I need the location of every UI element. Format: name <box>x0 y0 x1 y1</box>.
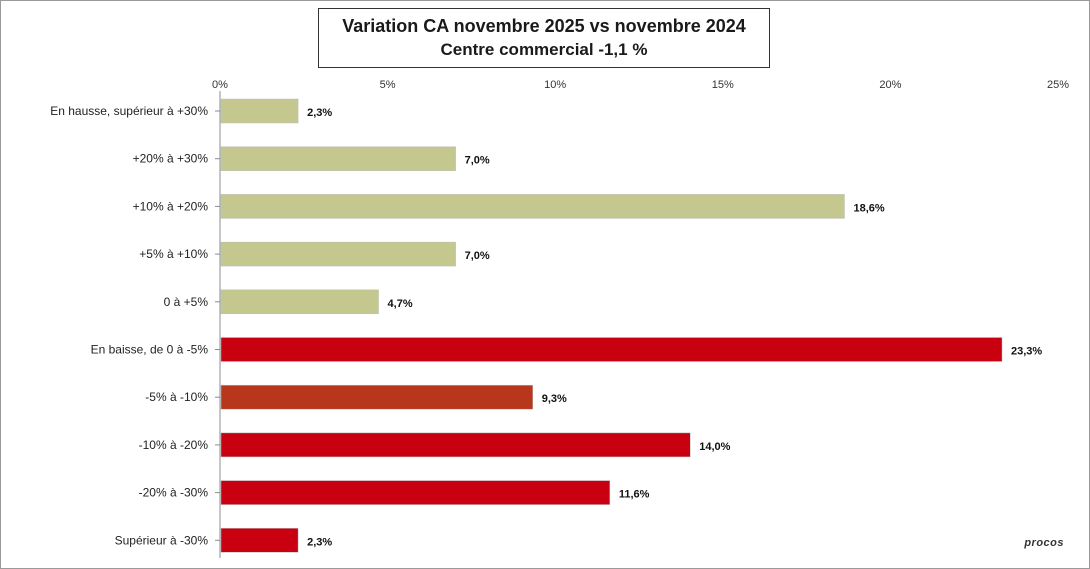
category-label: 0 à +5% <box>164 295 209 309</box>
brand-logo: procos <box>1024 537 1064 549</box>
chart-title-box: Variation CA novembre 2025 vs novembre 2… <box>318 8 770 68</box>
data-label: 23,3% <box>1011 346 1042 358</box>
data-label: 14,0% <box>699 441 730 453</box>
category-label: Supérieur à -30% <box>115 533 209 547</box>
bar <box>220 194 845 219</box>
x-tick-label: 20% <box>879 79 901 91</box>
bar <box>220 98 299 124</box>
data-label: 9,3% <box>542 393 567 405</box>
bar <box>220 289 379 315</box>
bar <box>220 337 1003 362</box>
x-tick-label: 5% <box>380 79 396 91</box>
chart-subtitle: Centre commercial -1,1 % <box>440 40 648 59</box>
x-tick-label: 25% <box>1047 79 1069 91</box>
data-label: 2,3% <box>307 536 332 548</box>
x-tick-label: 15% <box>712 79 734 91</box>
bar <box>220 432 691 458</box>
data-label: 2,3% <box>307 107 332 119</box>
data-label: 7,0% <box>465 155 490 167</box>
category-label: En baisse, de 0 à -5% <box>91 343 209 357</box>
bar <box>220 480 611 505</box>
data-label: 11,6% <box>619 489 650 501</box>
bar <box>220 384 533 410</box>
x-tick-label: 10% <box>544 79 566 91</box>
category-label: +5% à +10% <box>139 247 208 261</box>
data-label: 4,7% <box>388 298 413 310</box>
data-label: 7,0% <box>465 250 490 262</box>
category-label: -10% à -20% <box>139 438 209 452</box>
bar <box>220 528 299 553</box>
chart-title: Variation CA novembre 2025 vs novembre 2… <box>342 16 746 36</box>
data-label: 18,6% <box>853 202 884 214</box>
bar <box>220 146 456 171</box>
category-label: -5% à -10% <box>145 390 208 404</box>
category-label: +20% à +30% <box>133 152 209 166</box>
category-label: En hausse, supérieur à +30% <box>50 104 208 118</box>
x-tick-label: 0% <box>212 79 228 91</box>
bar <box>220 241 456 267</box>
category-label: -20% à -30% <box>139 486 209 500</box>
category-label: +10% à +20% <box>133 199 209 213</box>
